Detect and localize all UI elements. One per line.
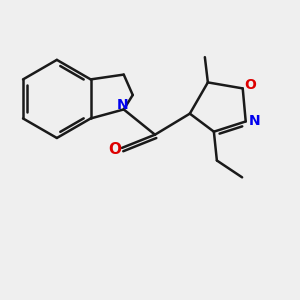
Text: N: N bbox=[249, 115, 260, 128]
Text: O: O bbox=[244, 78, 256, 92]
Text: O: O bbox=[108, 142, 121, 157]
Text: N: N bbox=[117, 98, 128, 112]
